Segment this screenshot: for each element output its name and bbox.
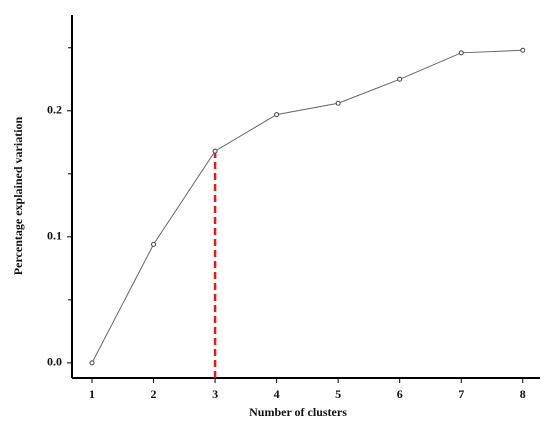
data-point (274, 112, 280, 118)
x-tick-label: 7 (458, 387, 464, 401)
data-point (397, 76, 403, 82)
x-tick-label: 4 (274, 387, 280, 401)
x-axis-label: Number of clusters (249, 405, 347, 419)
x-tick-label: 3 (212, 387, 218, 401)
y-tick-label: 0.1 (47, 229, 62, 243)
y-tick-label: 0.2 (47, 103, 62, 117)
x-tick-label: 2 (151, 387, 157, 401)
series-line (91, 49, 523, 364)
data-point (151, 241, 157, 247)
y-axis-label: Percentage explained variation (11, 116, 25, 275)
data-point (458, 50, 464, 56)
data-point (89, 360, 95, 366)
x-tick-label: 8 (520, 387, 526, 401)
x-tick-label: 5 (335, 387, 341, 401)
data-point (212, 148, 218, 154)
data-point (335, 100, 341, 106)
data-point (520, 47, 526, 53)
x-tick-label: 6 (397, 387, 403, 401)
y-tick-label: 0.0 (47, 355, 62, 369)
x-tick-label: 1 (89, 387, 95, 401)
